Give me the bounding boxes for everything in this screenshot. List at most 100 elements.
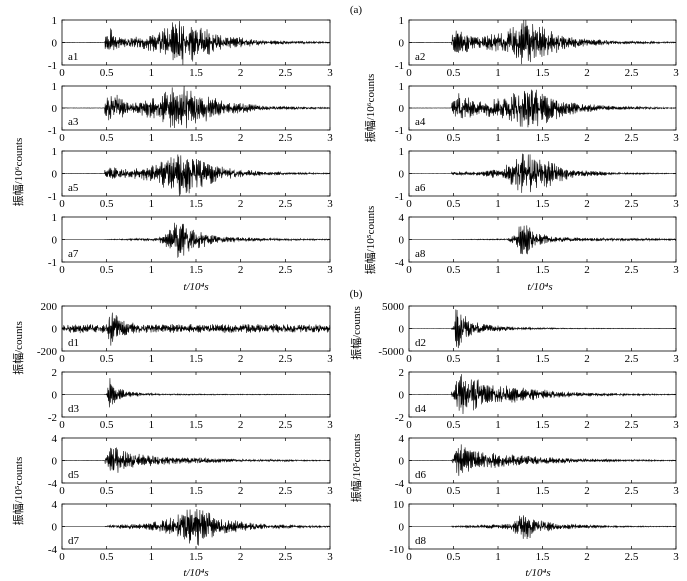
ytick-label-a7-0: -1 xyxy=(48,257,57,269)
group-label-b: (b) xyxy=(350,288,363,300)
ytick-label-a1-0: -1 xyxy=(48,60,57,72)
waveform-d6 xyxy=(408,444,677,476)
xtick-label-d3-6: 3 xyxy=(327,419,333,431)
waveform-a8 xyxy=(409,225,677,255)
xtick-label-d8-3: 1.5 xyxy=(536,551,550,563)
panel-label-d5: d5 xyxy=(68,469,80,481)
ylabel-a-left: 振幅/10⁶counts xyxy=(11,138,25,207)
xtick-label-d1-5: 2.5 xyxy=(278,353,292,365)
xtick-label-a3-3: 1.5 xyxy=(189,132,203,144)
ytick-label-d4-2: 2 xyxy=(399,367,405,379)
xtick-label-a5-2: 1 xyxy=(149,198,155,210)
xtick-label-a5-6: 3 xyxy=(327,198,333,210)
ytick-label-a6-0: -1 xyxy=(395,191,404,203)
xtick-label-a4-6: 3 xyxy=(673,132,679,144)
panel-label-d2: d2 xyxy=(415,337,426,349)
waveform-a5 xyxy=(61,154,331,197)
ytick-label-d6-0: -4 xyxy=(395,478,405,490)
ytick-label-d2-2: 5000 xyxy=(382,301,405,313)
xtick-label-d1-4: 2 xyxy=(238,353,244,365)
ytick-label-d2-0: -5000 xyxy=(378,346,404,358)
panel-label-d8: d8 xyxy=(415,535,427,547)
xtick-label-a2-3: 1.5 xyxy=(536,67,550,79)
ytick-label-a8-2: 4 xyxy=(399,212,405,224)
ytick-label-d4-1: 0 xyxy=(399,390,405,402)
xlabel-b-right: t/10⁴s xyxy=(525,567,550,579)
xtick-label-a6-0: 0 xyxy=(406,198,412,210)
ylabel-b-right-top: 振幅/counts xyxy=(349,306,363,360)
xtick-label-a6-2: 1 xyxy=(495,198,501,210)
xtick-label-d4-5: 2.5 xyxy=(625,419,639,431)
ytick-label-d7-0: -4 xyxy=(48,544,58,556)
ytick-label-d6-2: 4 xyxy=(399,433,405,445)
xtick-label-a2-4: 2 xyxy=(584,67,590,79)
xtick-label-d2-1: 0.5 xyxy=(447,353,461,365)
xtick-label-a1-6: 3 xyxy=(327,67,333,79)
xtick-label-d5-4: 2 xyxy=(238,485,244,497)
xtick-label-d1-2: 1 xyxy=(149,353,155,365)
panel-label-a5: a5 xyxy=(68,182,79,194)
xtick-label-d5-0: 0 xyxy=(59,485,65,497)
xtick-label-d5-2: 1 xyxy=(149,485,155,497)
ytick-label-a5-0: -1 xyxy=(48,191,57,203)
xtick-label-a2-2: 1 xyxy=(495,67,501,79)
xtick-label-a1-4: 2 xyxy=(238,67,244,79)
ytick-label-d3-1: 0 xyxy=(52,390,58,402)
panel-label-a1: a1 xyxy=(68,51,78,63)
ytick-label-d8-2: 10 xyxy=(393,499,405,511)
ytick-label-a1-1: 0 xyxy=(52,38,58,50)
ytick-label-d5-1: 0 xyxy=(52,456,58,468)
waveform-a2 xyxy=(408,19,677,65)
waveform-d1 xyxy=(61,312,331,346)
ytick-label-a4-1: 0 xyxy=(399,103,405,115)
xtick-label-d7-2: 1 xyxy=(149,551,155,563)
xtick-label-a2-1: 0.5 xyxy=(447,67,461,79)
ytick-label-a6-2: 1 xyxy=(399,146,405,158)
xtick-label-d6-6: 3 xyxy=(673,485,679,497)
xtick-label-a7-2: 1 xyxy=(149,264,155,276)
xtick-label-a3-5: 2.5 xyxy=(278,132,292,144)
ytick-label-a4-2: 1 xyxy=(399,81,405,93)
xlabel-a-left: t/10⁴s xyxy=(183,281,208,293)
xtick-label-d6-4: 2 xyxy=(584,485,590,497)
xtick-label-d1-3: 1.5 xyxy=(189,353,203,365)
ylabel-a-right-bottom: 振幅/10⁵counts xyxy=(363,206,377,275)
ytick-label-d4-0: -2 xyxy=(395,412,404,424)
panel-label-a7: a7 xyxy=(68,248,79,260)
xtick-label-a6-5: 2.5 xyxy=(625,198,639,210)
waveform-d2 xyxy=(408,309,677,349)
xtick-label-a3-0: 0 xyxy=(59,132,65,144)
xtick-label-a5-1: 0.5 xyxy=(100,198,114,210)
xtick-label-d4-4: 2 xyxy=(584,419,590,431)
xtick-label-d7-6: 3 xyxy=(327,551,333,563)
waveform-d8 xyxy=(408,515,677,539)
ytick-label-a2-1: 0 xyxy=(399,38,405,50)
xtick-label-a5-3: 1.5 xyxy=(189,198,203,210)
xtick-label-a2-6: 3 xyxy=(673,67,679,79)
ytick-label-a3-0: -1 xyxy=(48,125,57,137)
panel-label-a3: a3 xyxy=(68,116,79,128)
xtick-label-a5-5: 2.5 xyxy=(278,198,292,210)
xtick-label-d6-3: 1.5 xyxy=(536,485,550,497)
xtick-label-a8-1: 0.5 xyxy=(447,264,461,276)
xtick-label-a4-3: 1.5 xyxy=(536,132,550,144)
xtick-label-d3-4: 2 xyxy=(238,419,244,431)
ytick-label-d2-1: 0 xyxy=(399,324,405,336)
ytick-label-a3-2: 1 xyxy=(52,81,58,93)
xtick-label-d7-5: 2.5 xyxy=(278,551,292,563)
xtick-label-d2-0: 0 xyxy=(406,353,412,365)
xtick-label-d1-0: 0 xyxy=(59,353,65,365)
ytick-label-d8-0: -10 xyxy=(389,544,404,556)
xtick-label-d5-3: 1.5 xyxy=(189,485,203,497)
xlabel-a-right: t/10⁴s xyxy=(527,281,552,293)
ytick-label-a7-1: 0 xyxy=(52,235,58,247)
ytick-label-a7-2: 1 xyxy=(52,212,58,224)
